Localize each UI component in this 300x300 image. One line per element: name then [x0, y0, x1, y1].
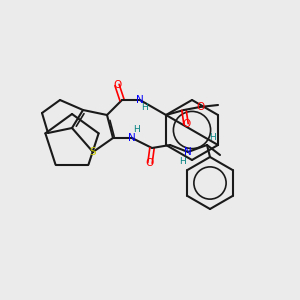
Text: H: H: [208, 133, 215, 142]
Text: N: N: [128, 133, 136, 143]
Text: H: H: [133, 125, 140, 134]
Text: O: O: [182, 119, 190, 129]
Text: H: H: [141, 103, 147, 112]
Text: O: O: [196, 102, 204, 112]
Text: N: N: [184, 147, 192, 157]
Text: O: O: [113, 80, 121, 90]
Text: N: N: [136, 95, 144, 105]
Text: O: O: [146, 158, 154, 168]
Text: S: S: [90, 147, 96, 157]
Text: H: H: [180, 157, 186, 166]
